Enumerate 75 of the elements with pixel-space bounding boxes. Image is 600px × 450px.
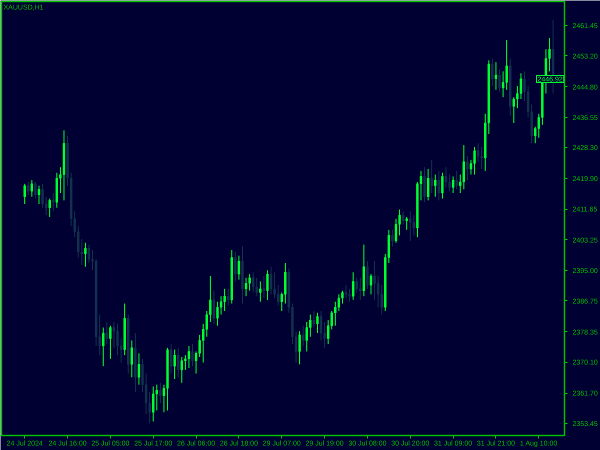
candlestick	[444, 166, 448, 188]
candlestick	[466, 156, 469, 181]
candlestick	[84, 242, 87, 268]
candlestick	[48, 198, 51, 218]
candlestick	[176, 347, 180, 378]
candlestick	[512, 96, 516, 124]
candlestick	[473, 146, 476, 176]
candlestick	[191, 344, 194, 367]
candlestick	[52, 192, 54, 212]
candlestick	[380, 284, 383, 316]
candlestick	[106, 321, 108, 345]
candlestick	[391, 229, 394, 247]
candlestick	[423, 166, 426, 203]
candlestick	[352, 272, 354, 300]
candlestick	[366, 260, 369, 290]
candlestick	[344, 284, 348, 299]
candlestick	[34, 181, 37, 200]
candlestick	[438, 170, 440, 201]
candlestick	[452, 176, 454, 194]
candlestick	[455, 170, 458, 190]
candlestick	[334, 301, 337, 326]
candlestick	[441, 172, 444, 200]
candlestick	[402, 210, 404, 225]
candlestick	[252, 272, 254, 294]
candlestick	[480, 146, 483, 170]
candlestick	[130, 340, 134, 378]
candlestick	[170, 344, 172, 374]
candlestick	[266, 270, 269, 300]
candlestick	[498, 69, 501, 92]
candlestick	[306, 321, 308, 352]
candlestick	[259, 280, 262, 302]
candlestick	[405, 216, 408, 230]
candlestick	[244, 277, 248, 297]
candlestick	[309, 314, 312, 338]
candlestick	[362, 244, 366, 297]
candlestick	[248, 274, 251, 292]
candlestick	[270, 266, 272, 295]
candlestick	[462, 144, 466, 190]
candlestick	[180, 356, 184, 384]
candlestick	[491, 58, 494, 87]
candlestick	[38, 185, 40, 205]
candlestick	[370, 274, 372, 295]
candlestick	[426, 168, 430, 201]
candlestick	[409, 210, 412, 242]
candlestick	[27, 181, 30, 196]
candlestick	[23, 183, 26, 205]
candlestick	[434, 174, 436, 198]
candlestick	[234, 251, 237, 282]
candlestick	[494, 62, 498, 90]
candlestick	[212, 290, 216, 324]
candlestick	[188, 345, 190, 369]
candlestick	[276, 284, 280, 306]
candlestick	[298, 330, 301, 365]
candlestick	[56, 172, 58, 208]
candlestick	[173, 349, 176, 380]
candlestick	[355, 277, 358, 294]
candlestick	[30, 180, 34, 198]
candlestick	[505, 40, 508, 90]
candlestick	[102, 327, 104, 367]
candlestick	[238, 255, 240, 280]
candlestick	[156, 384, 158, 411]
candlestick	[223, 288, 226, 312]
candlestick	[109, 325, 112, 360]
candlestick	[312, 310, 316, 328]
candlestick	[262, 275, 266, 299]
candlestick	[256, 277, 258, 297]
candlestick	[152, 386, 154, 422]
candlestick	[302, 325, 304, 346]
candlestick	[359, 277, 362, 300]
candlestick	[348, 288, 351, 302]
candlestick	[159, 382, 162, 404]
candlestick	[138, 352, 140, 386]
candlestick	[226, 288, 230, 306]
candlestick	[316, 312, 319, 334]
candlestick	[430, 159, 433, 194]
